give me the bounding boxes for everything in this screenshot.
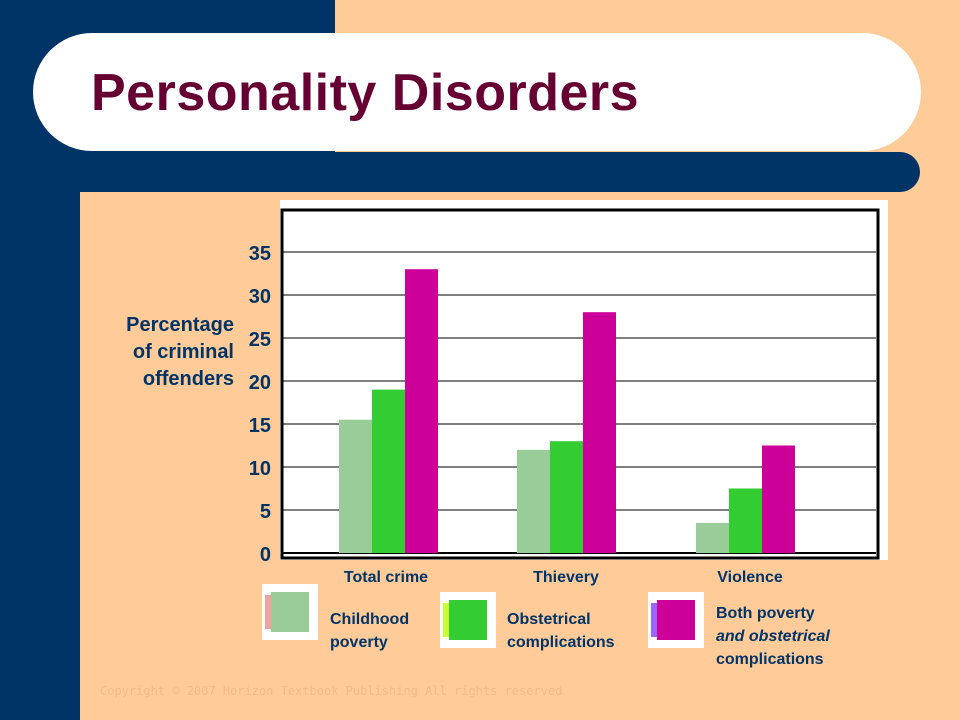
copyright-notice: Copyright © 2007 Horizon Textbook Publis… <box>100 684 563 698</box>
legend-label-line: and obstetrical <box>716 625 830 648</box>
bar-violence-series-3 <box>762 445 795 553</box>
title-underline-bar <box>80 152 920 192</box>
bar-thievery-series-3 <box>583 312 616 553</box>
bar-violence-series-2 <box>729 488 762 553</box>
y-axis-label-line: of criminal <box>132 341 234 363</box>
legend-label-line: Childhood <box>330 611 410 628</box>
bar-violence-series-1 <box>696 522 729 553</box>
y-tick-label: 0 <box>260 544 271 566</box>
slide-title: Personality Disorders <box>91 64 640 122</box>
legend-swatch-shadow <box>265 595 271 629</box>
legend-swatch-fill <box>657 600 695 640</box>
legend-label-line: poverty <box>330 634 388 651</box>
category-label-violence: Violence <box>717 569 783 586</box>
legend-label-line: complications <box>507 634 615 651</box>
y-tick-label: 25 <box>249 329 271 351</box>
legend-swatch-obstetrical <box>440 592 496 648</box>
y-axis-label: Percentage of criminal offenders <box>80 312 234 393</box>
bar-total-crime-series-1 <box>339 419 372 553</box>
category-label-thievery: Thievery <box>533 569 599 586</box>
category-label-total-crime: Total crime <box>343 569 429 586</box>
legend-label-both: Both poverty and obstetrical complicatio… <box>716 602 830 671</box>
bar-thievery-series-1 <box>517 449 550 553</box>
bar-thievery-series-2 <box>550 441 583 553</box>
y-tick-label: 35 <box>249 243 271 265</box>
y-tick-label: 10 <box>249 458 271 480</box>
plot-border <box>280 208 880 560</box>
legend-label-line: Obstetrical <box>507 611 591 628</box>
legend-label-line: complications <box>716 651 824 668</box>
legend-label-line-text: and obstetrical <box>716 628 830 645</box>
title-banner: Personality Disorders <box>33 33 921 151</box>
legend-swatch-shadow <box>443 603 449 637</box>
bar-total-crime-series-2 <box>372 389 405 553</box>
legend-swatch-childhood-poverty <box>262 584 318 640</box>
legend-swatch-both <box>648 592 704 648</box>
bar-total-crime-series-3 <box>405 269 438 553</box>
y-axis-label-line: Percentage <box>126 314 234 336</box>
legend-swatch-fill <box>449 600 487 640</box>
y-tick-label: 5 <box>260 501 271 523</box>
y-tick-label: 15 <box>249 415 271 437</box>
legend-label-obstetrical: Obstetrical complications <box>507 608 615 654</box>
y-tick-label: 20 <box>249 372 271 394</box>
legend-label-line: Both poverty <box>716 605 815 622</box>
y-axis-label-line: offenders <box>142 368 234 390</box>
legend-swatch-fill <box>271 592 309 632</box>
y-tick-label: 30 <box>249 286 271 308</box>
legend-swatch-shadow <box>651 603 657 637</box>
legend-label-childhood-poverty: Childhood poverty <box>330 608 409 654</box>
